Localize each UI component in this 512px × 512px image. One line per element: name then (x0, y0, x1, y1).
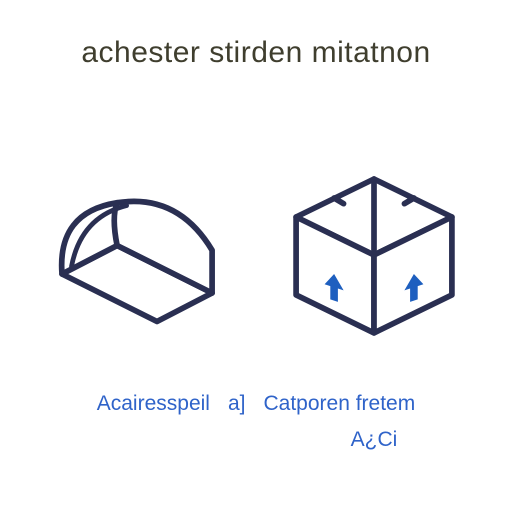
captions-row: Acairesspeil a] Catporen fretem (0, 392, 512, 416)
rounded-prism-icon (43, 160, 233, 350)
caption-left: Acairesspeil (97, 392, 210, 416)
caption-subline: A¿Ci (351, 428, 398, 452)
caption-subline-row: A¿Ci (0, 428, 512, 452)
diagram-title: achester stirden mitatnon (0, 36, 512, 70)
isometric-box-icon (279, 160, 469, 350)
caption-sep: a] (228, 392, 246, 416)
shape-right-slot (274, 140, 474, 370)
shapes-row (0, 140, 512, 370)
caption-right: Catporen fretem (263, 392, 415, 416)
shape-left-slot (38, 140, 238, 370)
